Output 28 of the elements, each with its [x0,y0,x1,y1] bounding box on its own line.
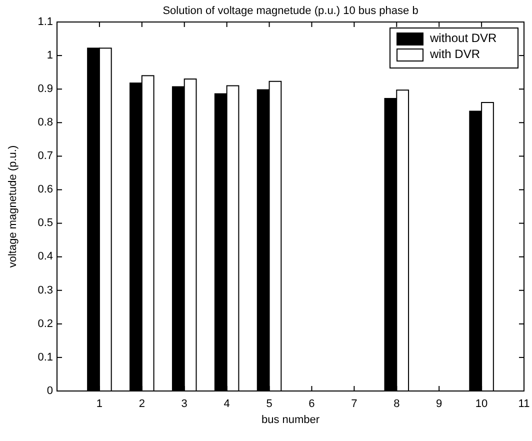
x-tick-label: 3 [181,398,188,410]
y-tick-label: 0 [46,384,53,397]
y-tick-label: 0.5 [38,217,53,230]
chart-title: Solution of voltage magnetude (p.u.) 10 bus phase b [162,5,418,17]
y-tick-label: 0.9 [38,82,53,95]
x-tick-label: 10 [475,398,488,410]
y-tick-label: 0.7 [38,150,53,162]
y-tick-label: 0.2 [38,318,53,330]
x-tick-label: 2 [138,398,145,410]
x-tick-label: 4 [224,398,230,410]
y-tick-label: 0.6 [38,184,53,196]
legend-label: without DVR [429,31,498,46]
y-tick-label: 0.4 [38,250,53,263]
y-tick-label: 1.1 [38,16,53,28]
y-tick-label: 0.8 [38,116,53,129]
x-tick-label: 7 [351,398,358,410]
x-tick-label: 5 [266,398,272,410]
x-tick-label: 9 [436,398,442,410]
y-tick-label: 0.1 [38,351,53,364]
x-tick-label: 1 [96,398,103,410]
x-axis-title: bus number [261,414,320,426]
y-axis-title: voltage magnetude (p.u.) [7,145,19,268]
x-tick-label: 6 [308,398,315,410]
x-tick-label: 11 [518,398,530,410]
legend-label: with DVR [429,47,480,62]
y-tick-label: 1 [46,49,53,62]
x-tick-label: 8 [394,398,400,410]
y-tick-label: 0.3 [38,284,53,296]
